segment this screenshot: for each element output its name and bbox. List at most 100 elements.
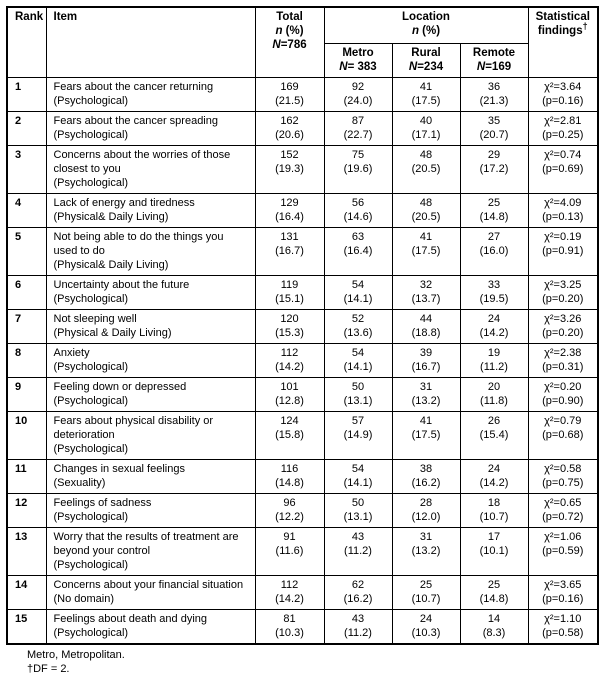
rural-cell: 41 (17.5) bbox=[391, 411, 461, 460]
stat-cell: χ²=4.09 (p=0.13) bbox=[527, 193, 599, 228]
metro-cell: 43 (11.2) bbox=[323, 527, 393, 576]
n-value: 112 bbox=[280, 347, 299, 359]
rural-cell: 41 (17.5) bbox=[391, 227, 461, 276]
pct-value: (20.5) bbox=[411, 163, 441, 175]
rank-cell: 12 bbox=[6, 493, 47, 528]
col-header-rank: Rank bbox=[6, 6, 47, 78]
col-header-statistical-findings: Statistical findings† bbox=[527, 6, 599, 78]
n-value: 18 bbox=[487, 497, 501, 509]
pct-value: (14.9) bbox=[343, 429, 373, 441]
item-cell: Fears about the cancer returning (Psychol… bbox=[45, 77, 256, 112]
chi-square-value: χ²=0.65 bbox=[544, 497, 582, 509]
pct-value: (11.8) bbox=[480, 395, 508, 407]
pct-value: (16.7) bbox=[411, 361, 441, 373]
item-domain: (Physical& Daily Living) bbox=[53, 211, 169, 223]
n-value: 54 bbox=[351, 347, 365, 359]
n-value: 129 bbox=[280, 197, 299, 209]
stat-cell: χ²=2.81 (p=0.25) bbox=[527, 111, 599, 146]
stat-cell: χ²=3.64 (p=0.16) bbox=[527, 77, 599, 112]
n-value: 116 bbox=[280, 463, 299, 475]
pct-value: (10.7) bbox=[411, 593, 441, 605]
col-header-item: Item bbox=[45, 6, 256, 78]
pct-value: (13.7) bbox=[411, 293, 441, 305]
remote-cell: 24 (14.2) bbox=[459, 309, 529, 344]
item-text: Concerns about the worries of those clos… bbox=[53, 149, 231, 175]
metro-cell: 57 (14.9) bbox=[323, 411, 393, 460]
stat-cell: χ²=3.25 (p=0.20) bbox=[527, 275, 599, 310]
n-value: 24 bbox=[419, 613, 433, 625]
pct-value: (10.7) bbox=[479, 511, 509, 523]
item-text: Worry that the results of treatment are … bbox=[53, 531, 239, 557]
table-row: 14 Concerns about your financial situati… bbox=[6, 575, 599, 610]
stat-cell: χ²=1.06 (p=0.59) bbox=[527, 527, 599, 576]
col-header-rural: Rural N=234 bbox=[391, 43, 461, 78]
remote-cell: 26 (15.4) bbox=[459, 411, 529, 460]
total-cell: 131 (16.7) bbox=[254, 227, 325, 276]
pct-value: (12.2) bbox=[275, 511, 304, 523]
n-value: 32 bbox=[419, 279, 433, 291]
supportive-care-needs-table: Rank Item Total n (%) N=786 Location n (… bbox=[6, 6, 599, 645]
rank-cell: 5 bbox=[6, 227, 47, 276]
n-value: 19 bbox=[487, 347, 501, 359]
pct-value: (14.2) bbox=[275, 593, 304, 605]
p-value: (p=0.68) bbox=[542, 429, 584, 441]
footnote-df: †DF = 2. bbox=[27, 663, 70, 675]
rural-cell: 31 (13.2) bbox=[391, 377, 461, 412]
item-domain: (Psychological) bbox=[53, 443, 129, 455]
chi-square-value: χ²=3.26 bbox=[544, 313, 582, 325]
metro-cell: 75 (19.6) bbox=[323, 145, 393, 194]
pct-value: (20.5) bbox=[411, 211, 441, 223]
chi-square-value: χ²=3.65 bbox=[544, 579, 582, 591]
table-row: 11 Changes in sexual feelings (Sexuality)… bbox=[6, 459, 599, 494]
remote-cell: 33 (19.5) bbox=[459, 275, 529, 310]
n-value: 31 bbox=[419, 531, 433, 543]
rank-cell: 15 bbox=[6, 609, 47, 645]
remote-cell: 36 (21.3) bbox=[459, 77, 529, 112]
item-cell: Concerns about your financial situation (… bbox=[45, 575, 256, 610]
chi-square-value: χ²=0.74 bbox=[544, 149, 582, 161]
metro-cell: 92 (24.0) bbox=[323, 77, 393, 112]
n-value: 54 bbox=[351, 279, 365, 291]
pct-value: (14.1) bbox=[343, 361, 373, 373]
n-value: 57 bbox=[351, 415, 365, 427]
pct-value: (19.3) bbox=[275, 163, 304, 175]
n-value: 25 bbox=[487, 579, 501, 591]
stat-cell: χ²=0.19 (p=0.91) bbox=[527, 227, 599, 276]
pct-value: (11.2) bbox=[344, 627, 372, 639]
total-cell: 81 (10.3) bbox=[254, 609, 325, 645]
n-value: 169 bbox=[280, 81, 299, 93]
total-cell: 120 (15.3) bbox=[254, 309, 325, 344]
total-cell: 112 (14.2) bbox=[254, 343, 325, 378]
pct-value: (14.2) bbox=[479, 477, 509, 489]
pct-value: (15.4) bbox=[479, 429, 509, 441]
chi-square-value: χ²=0.19 bbox=[544, 231, 582, 243]
pct-value: (16.2) bbox=[411, 477, 441, 489]
pct-value: (11.6) bbox=[275, 545, 304, 557]
rank-cell: 9 bbox=[6, 377, 47, 412]
item-text: Feeling down or depressed bbox=[53, 381, 187, 393]
item-domain: (Psychological) bbox=[53, 129, 129, 141]
remote-cell: 35 (20.7) bbox=[459, 111, 529, 146]
remote-cell: 17 (10.1) bbox=[459, 527, 529, 576]
p-value: (p=0.90) bbox=[542, 395, 584, 407]
chi-square-value: χ²=0.20 bbox=[544, 381, 582, 393]
remote-cell: 25 (14.8) bbox=[459, 193, 529, 228]
stat-cell: χ²=0.20 (p=0.90) bbox=[527, 377, 599, 412]
rank-cell: 14 bbox=[6, 575, 47, 610]
item-cell: Uncertainty about the future (Psychologic… bbox=[45, 275, 256, 310]
rural-cell: 48 (20.5) bbox=[391, 193, 461, 228]
pct-value: (11.2) bbox=[480, 361, 508, 373]
item-domain: (Psychological) bbox=[53, 361, 129, 373]
metro-cell: 54 (14.1) bbox=[323, 459, 393, 494]
total-N-label: N=786 bbox=[272, 39, 307, 51]
total-cell: 119 (15.1) bbox=[254, 275, 325, 310]
pct-value: (21.5) bbox=[275, 95, 304, 107]
pct-value: (16.4) bbox=[343, 245, 373, 257]
pct-value: (14.1) bbox=[343, 477, 373, 489]
rank-cell: 7 bbox=[6, 309, 47, 344]
header-row-2: Metro N= 383 Rural N=234 Remote N=169 bbox=[7, 43, 598, 78]
rural-cell: 44 (18.8) bbox=[391, 309, 461, 344]
location-label: Location bbox=[402, 11, 450, 23]
item-domain: (Sexuality) bbox=[53, 477, 106, 489]
